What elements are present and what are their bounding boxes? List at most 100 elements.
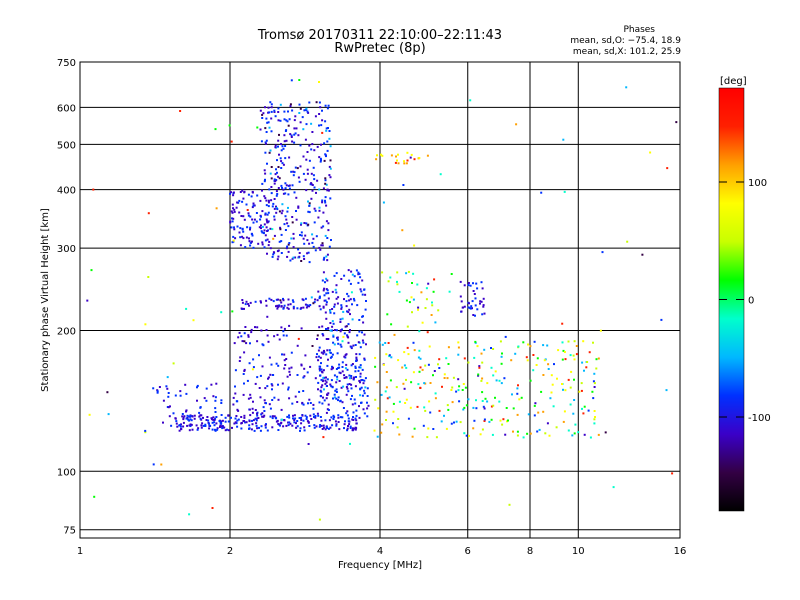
data-point — [473, 356, 476, 359]
data-point — [263, 169, 266, 172]
data-point — [355, 414, 358, 417]
data-point — [284, 229, 287, 231]
data-point — [277, 139, 280, 142]
data-point — [532, 369, 535, 372]
data-point — [268, 111, 271, 114]
data-point — [492, 404, 495, 407]
data-point — [564, 358, 567, 361]
data-point — [216, 428, 219, 431]
data-point — [238, 231, 241, 234]
data-point — [271, 388, 273, 391]
data-point — [278, 177, 281, 180]
data-point — [185, 307, 188, 310]
data-point — [385, 353, 388, 356]
data-point — [322, 334, 325, 337]
data-point — [307, 111, 310, 114]
data-point — [256, 376, 259, 379]
data-point — [269, 415, 272, 418]
data-point — [198, 415, 201, 418]
data-point — [355, 360, 358, 362]
data-point — [292, 256, 295, 259]
data-point — [401, 229, 404, 232]
data-point — [580, 382, 583, 385]
data-point — [533, 414, 536, 417]
data-point — [276, 159, 278, 162]
data-point — [168, 415, 171, 418]
data-point — [516, 387, 519, 390]
data-point — [307, 200, 309, 203]
data-point — [367, 404, 370, 407]
data-point — [517, 384, 519, 387]
data-point — [296, 425, 299, 428]
data-point — [474, 297, 477, 300]
data-point — [402, 184, 405, 186]
data-point — [346, 368, 349, 371]
data-point — [214, 428, 216, 431]
data-point — [477, 373, 480, 376]
data-point — [269, 407, 272, 410]
phase-stats-o-mode: mean, sd,O: −75.4, 18.9 — [570, 36, 681, 46]
data-point — [417, 356, 420, 359]
data-point — [166, 376, 169, 379]
data-point — [270, 199, 273, 202]
data-point — [259, 374, 262, 377]
data-point — [323, 142, 326, 145]
data-point — [537, 411, 540, 414]
data-point — [386, 313, 389, 316]
data-point — [419, 357, 422, 360]
data-point — [342, 310, 345, 313]
data-point — [253, 429, 256, 432]
data-point — [278, 210, 281, 213]
data-point — [262, 344, 265, 347]
data-point — [338, 380, 341, 382]
data-point — [317, 388, 319, 391]
data-point — [411, 435, 414, 438]
data-point — [285, 334, 288, 337]
data-point — [280, 252, 283, 254]
data-point — [341, 317, 344, 320]
data-point — [290, 366, 293, 369]
data-point — [273, 415, 276, 418]
data-point — [359, 366, 362, 369]
data-point — [536, 357, 539, 360]
data-point — [366, 415, 369, 418]
data-point — [359, 387, 362, 390]
data-point — [293, 421, 296, 424]
data-point — [335, 397, 338, 400]
data-point — [339, 318, 342, 321]
data-point — [385, 371, 388, 373]
data-point — [294, 166, 297, 169]
data-point — [328, 130, 331, 132]
data-point — [426, 331, 429, 334]
data-point — [313, 186, 316, 189]
data-point — [275, 417, 278, 420]
data-point — [429, 411, 432, 414]
data-point — [349, 425, 352, 428]
data-point — [363, 392, 366, 395]
data-point — [315, 191, 317, 194]
data-point — [585, 366, 588, 369]
data-point — [251, 419, 253, 422]
y-tick-label: 75 — [63, 526, 76, 537]
data-point — [264, 197, 267, 200]
data-point — [479, 300, 482, 303]
data-point — [483, 407, 486, 410]
data-point — [589, 436, 592, 439]
data-point — [361, 279, 364, 282]
data-point — [317, 359, 320, 362]
data-point — [357, 271, 360, 274]
data-point — [403, 160, 405, 163]
data-point — [322, 396, 324, 399]
data-point — [300, 222, 303, 225]
data-point — [230, 210, 233, 213]
data-point — [266, 334, 269, 337]
data-point — [274, 146, 277, 149]
data-point — [334, 288, 337, 291]
data-point — [276, 193, 279, 195]
data-point — [218, 420, 221, 422]
data-point — [214, 396, 217, 399]
data-point — [263, 410, 266, 412]
data-point — [260, 224, 262, 227]
data-point — [240, 416, 243, 418]
data-point — [302, 172, 305, 175]
